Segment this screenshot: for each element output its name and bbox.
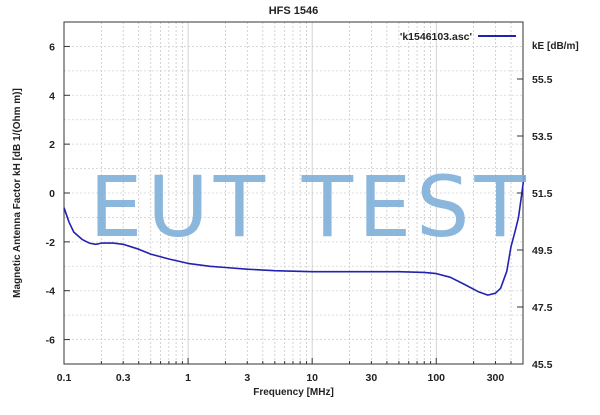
x-tick-label: 100	[428, 372, 446, 384]
tick-labels: 0.1 0.3 1 3 10 30 100 300 -6 -4 -2 0 2 4 6 45.5 47.5 49.5…	[46, 41, 553, 384]
x-tick-label: 3	[244, 372, 250, 384]
tick-marks	[63, 45, 524, 365]
series-layer	[63, 175, 525, 296]
x-tick-label: 0.1	[57, 372, 72, 384]
y2-tick-label: 45.5	[532, 359, 553, 371]
x-tick-label: 10	[306, 372, 318, 384]
y2-tick-label: 47.5	[532, 302, 553, 314]
x-tick-label: 0.3	[116, 372, 131, 384]
series-line	[63, 175, 525, 296]
y-tick-label: -6	[46, 335, 55, 347]
y2-tick-label: 51.5	[532, 188, 553, 200]
y-tick-label: -2	[46, 237, 55, 249]
y-tick-label: 6	[49, 41, 55, 53]
y-tick-label: 0	[49, 188, 55, 200]
legend-label: 'k1546103.asc'	[400, 31, 472, 43]
y-tick-label: 2	[49, 139, 55, 151]
legend: 'k1546103.asc'	[400, 31, 516, 43]
y-tick-label: 4	[49, 90, 55, 102]
x-tick-label: 1	[185, 372, 191, 384]
chart-title: HFS 1546	[269, 5, 319, 17]
y2-tick-label: 55.5	[532, 74, 553, 86]
x-axis-label: Frequency [MHz]	[253, 387, 334, 398]
y-axis-label: Magnetic Antenna Factor kH [dB 1/(Ohm m)…	[12, 88, 23, 298]
watermark: EUT TEST	[89, 158, 531, 256]
x-tick-label: 30	[366, 372, 378, 384]
y2-tick-label: 49.5	[532, 245, 553, 257]
y2-tick-label: 53.5	[532, 131, 553, 143]
x-tick-label: 300	[487, 372, 505, 384]
y2-axis-label: kE [dB/m]	[532, 41, 579, 52]
y-tick-label: -4	[46, 286, 55, 298]
